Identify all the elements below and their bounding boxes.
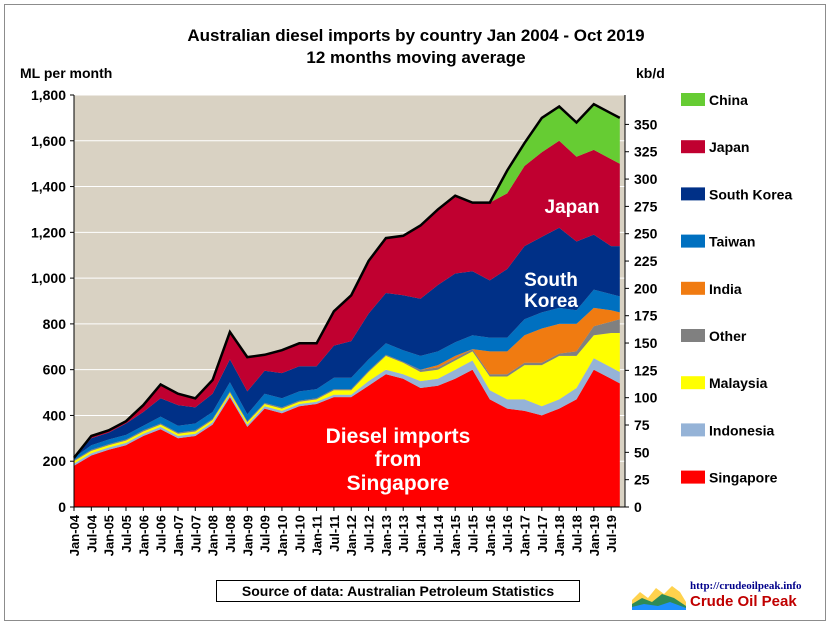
x-tick-label: Jan-07 [171, 515, 186, 556]
x-tick-label: Jul-04 [84, 514, 99, 552]
logo-graphic-icon [632, 586, 686, 610]
x-tick-label: Jul-15 [466, 515, 481, 553]
legend-label: Singapore [709, 470, 778, 486]
y-tick-label-left: 600 [43, 362, 67, 378]
y-axis-title-left: ML per month [20, 65, 112, 81]
legend-swatch [681, 376, 705, 390]
x-tick-label: Jul-16 [500, 515, 515, 553]
y-tick-label-left: 1,800 [31, 87, 66, 103]
x-tick-label: Jan-18 [552, 515, 567, 556]
y-tick-label-left: 1,200 [31, 224, 66, 240]
y-tick-label-right: 125 [634, 362, 658, 378]
area-indonesia [74, 358, 620, 466]
x-tick-label: Jul-13 [396, 515, 411, 553]
annotation-singapore: from [375, 448, 422, 471]
y-tick-label-right: 225 [634, 253, 658, 269]
y-tick-label-right: 275 [634, 198, 658, 214]
annotation-singapore: Singapore [347, 472, 450, 495]
y-tick-label-right: 200 [634, 280, 658, 296]
y-tick-label-left: 0 [58, 499, 66, 515]
y-tick-label-left: 1,600 [31, 133, 66, 149]
x-tick-label: Jul-09 [258, 515, 273, 553]
annotation-south-korea: Korea [524, 291, 578, 312]
legend-label: Japan [709, 139, 749, 155]
x-tick-label: Jan-14 [414, 514, 429, 556]
legend-swatch [681, 234, 705, 248]
x-tick-label: Jul-08 [223, 515, 238, 553]
x-tick-label: Jan-04 [67, 514, 82, 556]
area-china [74, 104, 620, 458]
legend-label: Malaysia [709, 375, 768, 391]
y-tick-label-left: 200 [43, 453, 67, 469]
x-tick-label: Jan-08 [206, 515, 221, 556]
x-tick-label: Jan-15 [448, 515, 463, 556]
total-line [73, 102, 621, 459]
legend-swatch [681, 329, 705, 342]
annotation-south-korea: South [524, 270, 578, 291]
logo-url[interactable]: http://crudeoilpeak.info [690, 580, 802, 592]
area-south-korea [74, 227, 620, 458]
legend-label: Indonesia [709, 422, 775, 438]
legend-label: Other [709, 328, 747, 344]
y-tick-label-right: 0 [634, 499, 642, 515]
y-tick-label-right: 175 [634, 308, 658, 324]
x-tick-label: Jan-06 [136, 515, 151, 556]
annotation-singapore: Diesel imports [326, 425, 471, 448]
y-tick-label-right: 325 [634, 144, 658, 160]
legend-label: India [709, 281, 742, 297]
x-tick-label: Jul-19 [604, 515, 619, 553]
x-tick-label: Jul-07 [188, 515, 203, 553]
y-tick-label-right: 50 [634, 444, 650, 460]
chart-subtitle: 12 months moving average [306, 48, 526, 67]
y-tick-label-right: 150 [634, 335, 658, 351]
x-tick-label: Jul-17 [535, 515, 550, 553]
source-note: Source of data: Australian Petroleum Sta… [216, 580, 580, 602]
x-tick-label: Jul-10 [292, 515, 307, 553]
x-tick-label: Jul-11 [327, 515, 342, 552]
x-tick-label: Jan-12 [344, 515, 359, 556]
x-tick-label: Jan-09 [240, 515, 255, 556]
y-tick-label-left: 800 [43, 316, 67, 332]
x-tick-label: Jan-11 [310, 515, 325, 555]
legend-swatch [681, 187, 705, 201]
y-tick-label-right: 75 [634, 417, 650, 433]
x-tick-label: Jul-18 [569, 515, 584, 553]
y-tick-label-right: 250 [634, 226, 658, 242]
legend-label: South Korea [709, 186, 792, 202]
x-tick-label: Jul-06 [154, 515, 169, 553]
x-tick-label: Jul-14 [431, 514, 446, 552]
x-tick-label: Jan-19 [587, 515, 602, 556]
y-tick-label-left: 1,000 [31, 270, 66, 286]
y-tick-label-right: 25 [634, 472, 650, 488]
chart-title: Australian diesel imports by country Jan… [187, 26, 645, 45]
y-tick-label-right: 300 [634, 171, 658, 187]
y-axis-title-right: kb/d [636, 65, 665, 81]
area-taiwan [74, 289, 620, 461]
area-singapore [74, 369, 620, 507]
legend-label: Taiwan [709, 234, 755, 250]
legend-swatch [681, 140, 705, 154]
crude-oil-peak-logo[interactable]: http://crudeoilpeak.info Crude Oil Peak [630, 580, 820, 614]
x-tick-label: Jul-05 [119, 515, 134, 553]
x-tick-label: Jan-17 [518, 515, 533, 556]
legend-label: China [709, 92, 748, 108]
legend-swatch [681, 281, 705, 295]
x-tick-label: Jan-10 [275, 515, 290, 556]
x-tick-label: Jan-05 [102, 515, 117, 556]
area-other [74, 319, 620, 462]
y-tick-label-right: 350 [634, 116, 658, 132]
area-malaysia [74, 333, 620, 464]
x-tick-label: Jan-16 [483, 515, 498, 556]
x-tick-label: Jan-13 [379, 515, 394, 556]
legend-swatch [681, 93, 705, 106]
y-tick-label-right: 100 [634, 390, 658, 406]
x-tick-label: Jul-12 [362, 515, 377, 553]
y-tick-label-left: 400 [43, 407, 67, 423]
legend-swatch [681, 470, 705, 484]
legend-swatch [681, 423, 705, 437]
y-tick-label-left: 1,400 [31, 179, 66, 195]
annotation-japan: Japan [545, 197, 600, 218]
logo-name: Crude Oil Peak [690, 593, 797, 610]
